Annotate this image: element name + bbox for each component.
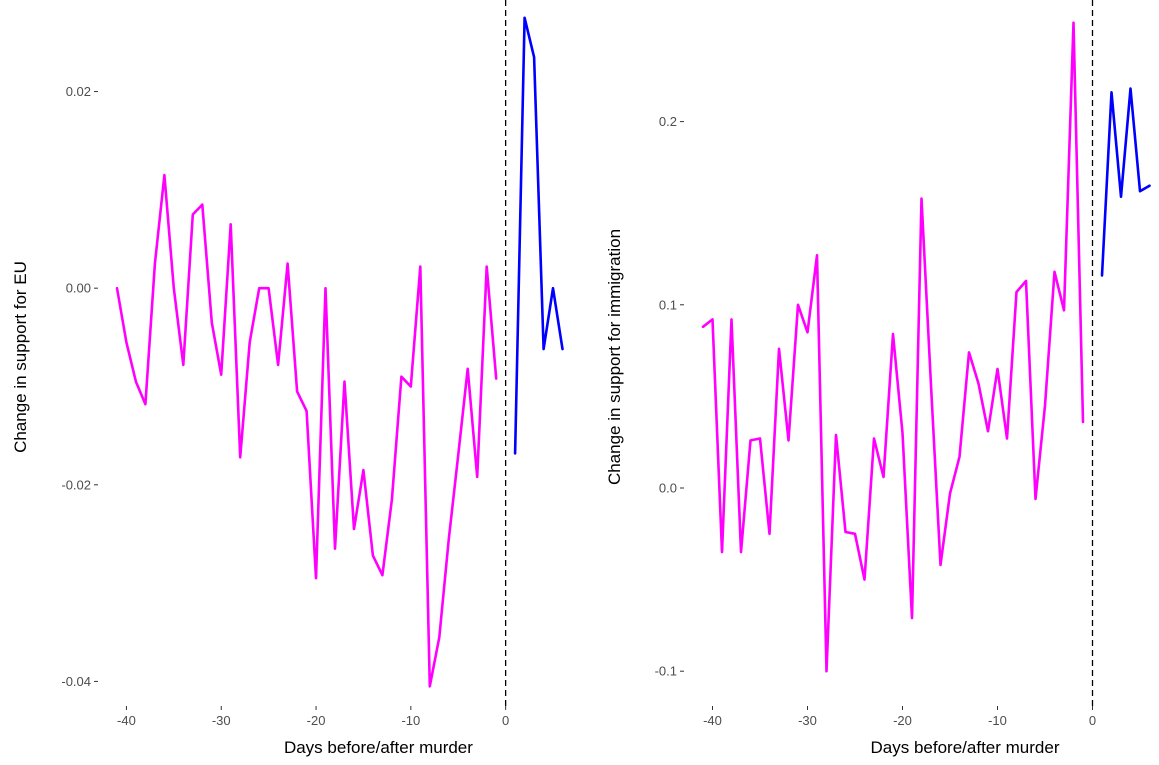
x-axis-title: Days before/after murder [284,738,473,757]
y-tick-label: -0.1 [655,664,677,679]
y-tick-label: 0.0 [659,480,677,495]
series-line-after-murder [513,16,564,455]
x-tick-label: 0 [1089,713,1096,728]
y-axis-title: Change in support for EU [11,261,30,453]
y-tick-label: -0.02 [61,477,91,492]
x-tick-label: -40 [117,713,136,728]
y-axis-title: Change in support for immigration [605,229,624,485]
x-tick-label: -10 [401,713,420,728]
y-tick-label: 0.00 [66,281,91,296]
x-tick-label: -10 [988,713,1007,728]
x-tick-label: -30 [212,713,231,728]
x-axis-title: Days before/after murder [871,738,1060,757]
series-line-before-murder [701,21,1085,673]
x-tick-label: -20 [307,713,326,728]
series-line-after-murder [1100,87,1151,277]
y-tick-label: -0.04 [61,674,91,689]
chart-panel-2: -0.1 0.0 0.1 0.2 -40 -30 -20 -10 0 Days before/af… [605,0,1151,757]
y-tick-label: 0.02 [66,84,91,99]
y-tick-label: 0.1 [659,297,677,312]
y-tick-label: 0.2 [659,114,677,129]
x-tick-label: 0 [502,713,509,728]
series-line-before-murder [115,173,498,688]
x-tick-label: -20 [893,713,912,728]
chart-panel-1: -0.04 -0.02 0.00 0.02 -40 -30 -20 -10 0 Days befo… [11,0,564,757]
x-tick-label: -30 [798,713,817,728]
x-tick-label: -40 [703,713,722,728]
